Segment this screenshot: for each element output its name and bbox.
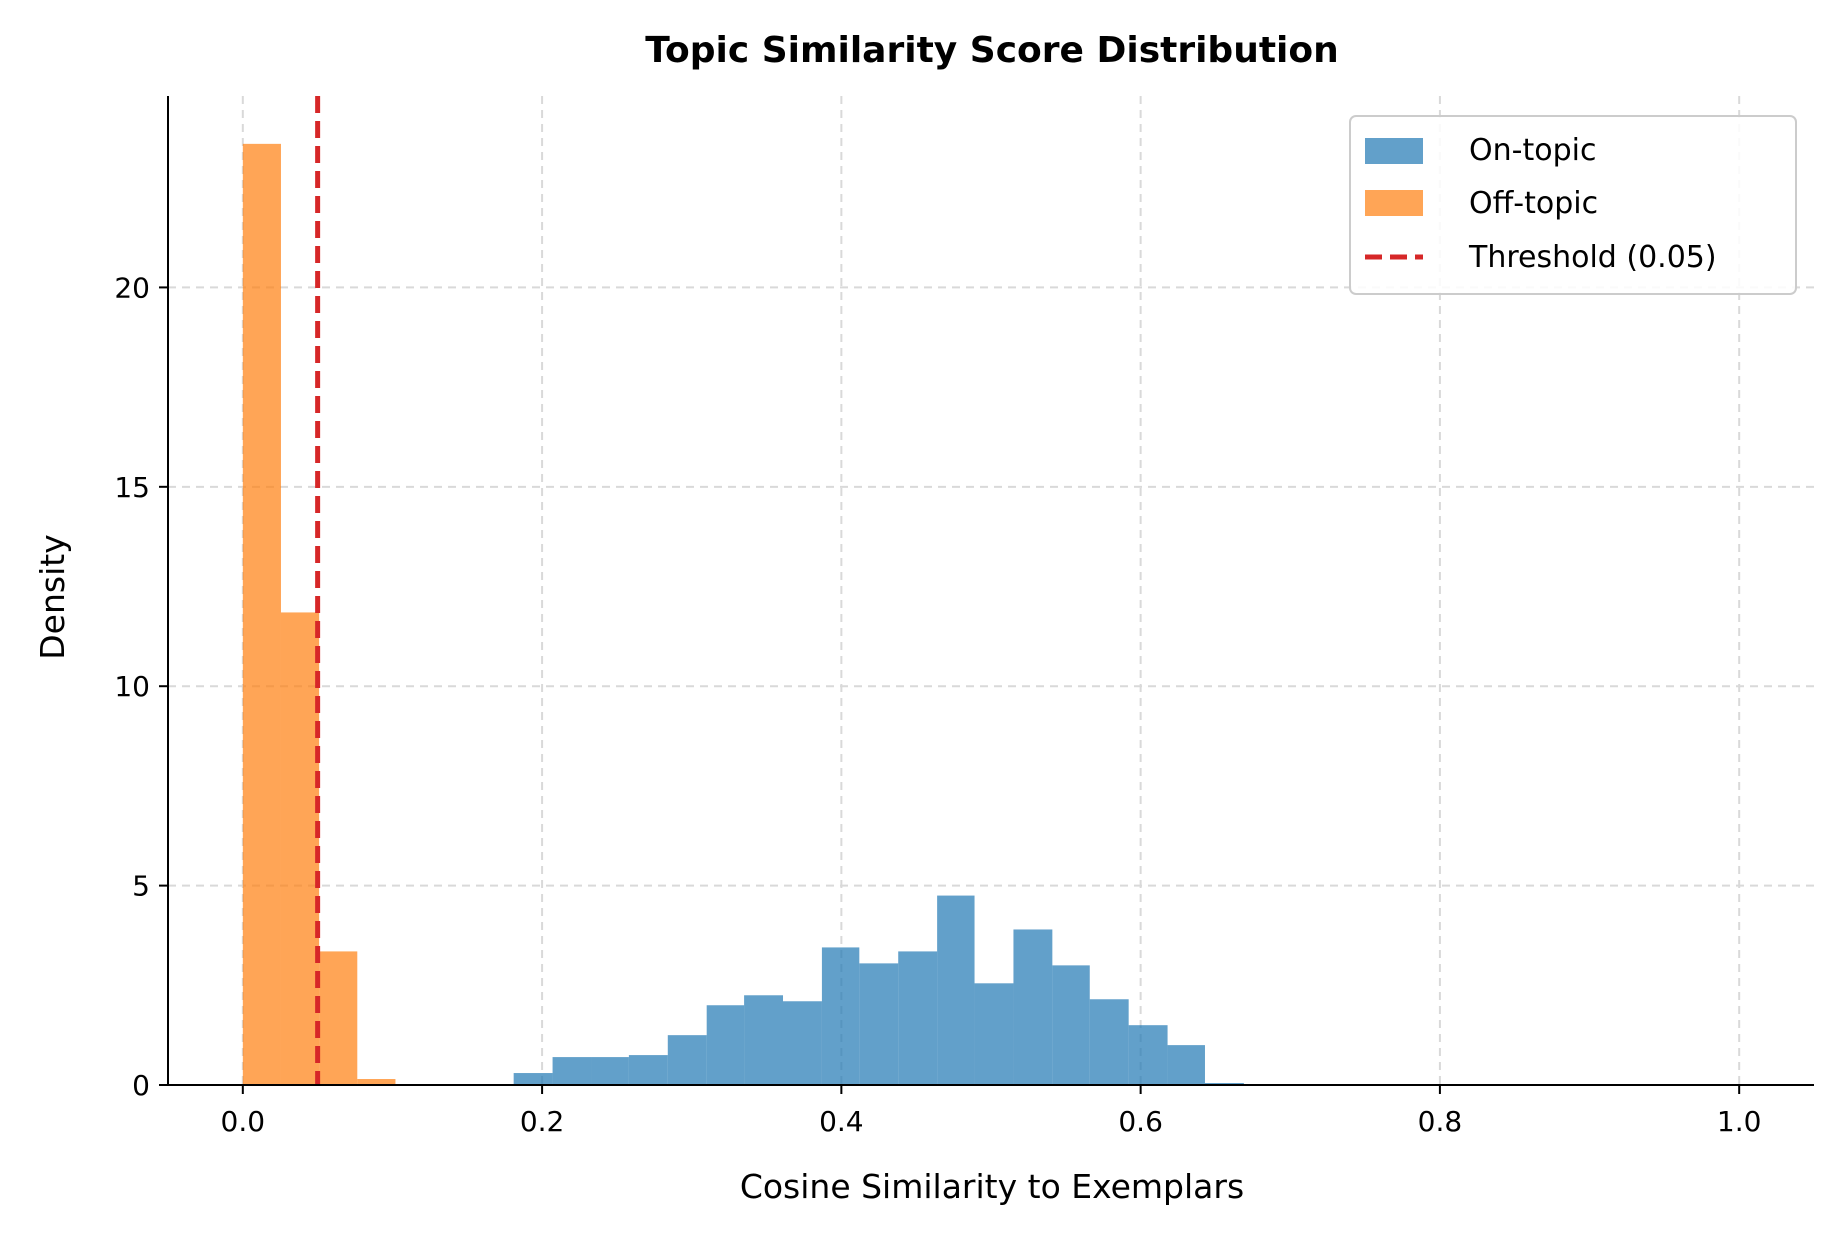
x-tick-label-2: 0.4: [819, 1105, 864, 1138]
histogram-bars: [242, 143, 1244, 1085]
bar-on-topic-13: [1013, 929, 1053, 1085]
bar-on-topic-10: [898, 951, 938, 1085]
chart-title: Topic Similarity Score Distribution: [645, 30, 1339, 71]
bar-on-topic-12: [974, 983, 1014, 1085]
axes: [167, 96, 1814, 1086]
bar-off-topic-1: [280, 612, 320, 1085]
y-tick-label-2: 10: [114, 670, 150, 703]
x-tick-label-3: 0.6: [1118, 1105, 1163, 1138]
legend-frame: [1349, 115, 1797, 295]
bar-on-topic-1: [552, 1057, 592, 1085]
bar-on-topic-2: [591, 1057, 629, 1085]
legend-label-off-topic: Off-topic: [1469, 186, 1598, 221]
bar-on-topic-15: [1089, 999, 1129, 1085]
bar-off-topic-3: [357, 1079, 396, 1085]
bar-off-topic-2: [319, 951, 358, 1085]
bar-on-topic-8: [821, 947, 860, 1085]
x-axis-label: Cosine Similarity to Exemplars: [740, 1167, 1244, 1206]
bar-on-topic-0: [513, 1073, 553, 1085]
x-tick-label-0: 0.0: [221, 1105, 266, 1138]
legend-swatch-off-topic: [1365, 190, 1423, 216]
x-tick-label-4: 0.8: [1418, 1105, 1463, 1138]
y-axis-label: Density: [33, 534, 72, 659]
bar-on-topic-6: [744, 995, 784, 1085]
bar-on-topic-11: [937, 895, 975, 1085]
bar-on-topic-14: [1052, 965, 1090, 1085]
x-tick-label-1: 0.2: [520, 1105, 565, 1138]
legend-swatch-on-topic: [1365, 138, 1423, 164]
tick-marks: 0.0 0.2 0.4 0.6 0.8 1.0 0 5 10 15 20: [114, 271, 1761, 1138]
bar-on-topic-17: [1167, 1045, 1205, 1085]
bar-off-topic-0: [242, 143, 281, 1085]
bar-on-topic-9: [859, 963, 899, 1085]
legend-label-on-topic: On-topic: [1469, 133, 1596, 168]
x-tick-label-5: 1.0: [1717, 1105, 1762, 1138]
legend: On-topic Off-topic Threshold (0.05): [1349, 115, 1797, 295]
bar-on-topic-3: [628, 1055, 668, 1085]
bar-on-topic-5: [706, 1005, 745, 1085]
bar-on-topic-4: [667, 1035, 707, 1085]
y-tick-label-0: 0: [132, 1069, 150, 1102]
legend-label-threshold: Threshold (0.05): [1468, 240, 1717, 275]
y-tick-label-3: 15: [114, 471, 150, 504]
y-tick-label-4: 20: [114, 271, 150, 304]
y-tick-label-1: 5: [132, 870, 150, 903]
bar-on-topic-16: [1128, 1025, 1168, 1085]
bar-on-topic-7: [783, 1001, 822, 1085]
